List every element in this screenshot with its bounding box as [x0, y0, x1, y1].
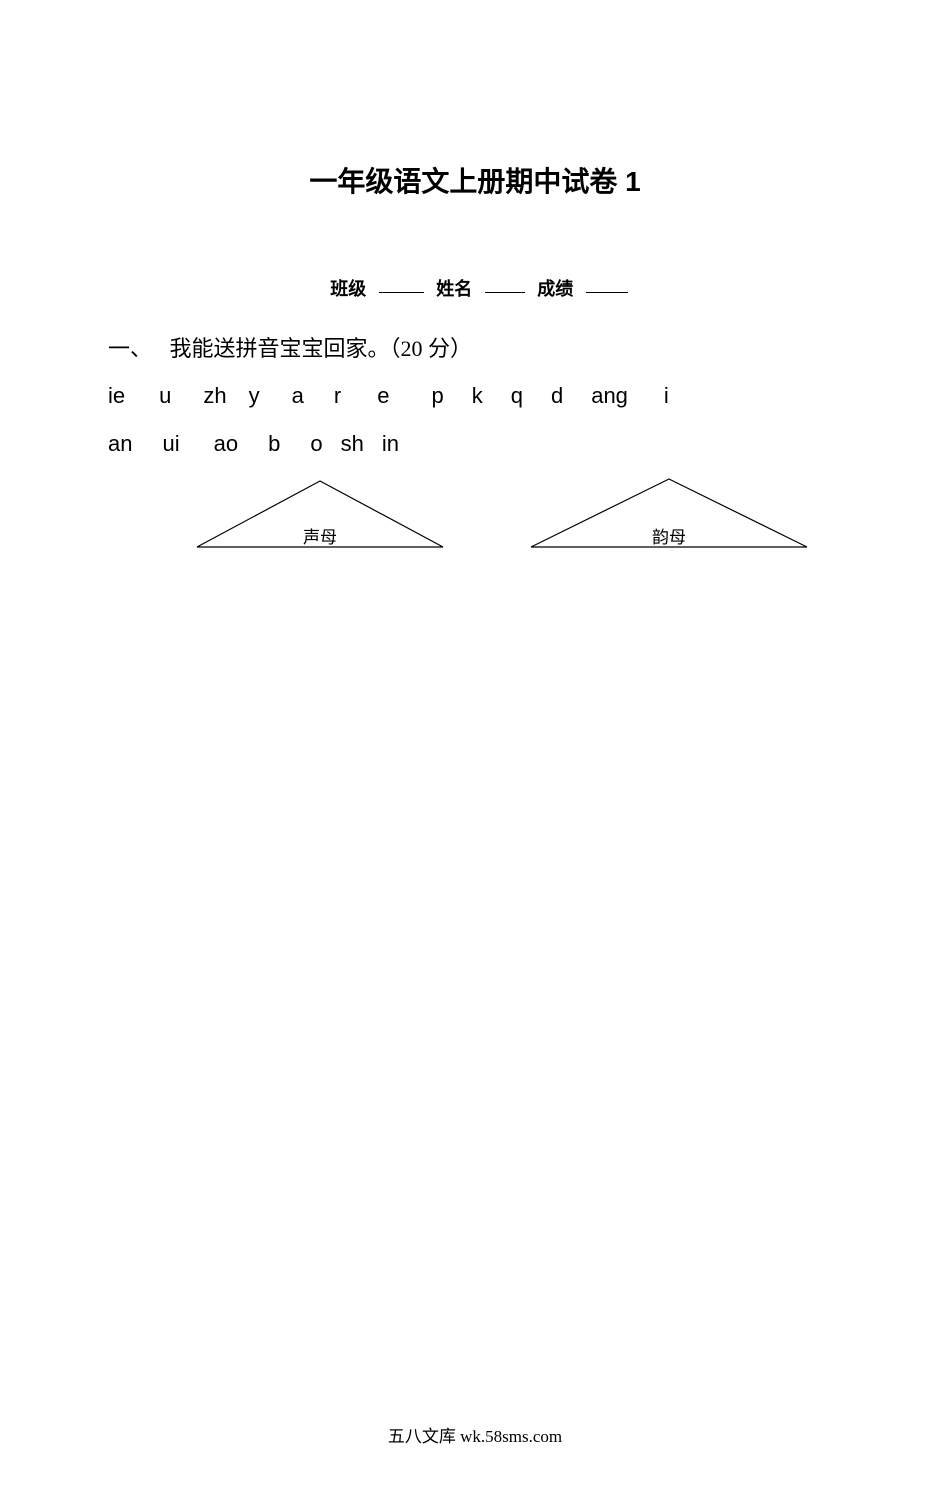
pinyin-item: q: [511, 383, 523, 409]
triangles-container: 声母 韵母: [195, 477, 950, 554]
pinyin-item: b: [268, 431, 280, 457]
class-blank: [379, 292, 424, 293]
pinyin-item: k: [472, 383, 483, 409]
pinyin-item: u: [159, 383, 171, 409]
pinyin-item: p: [431, 383, 443, 409]
name-label: 姓名: [436, 275, 472, 301]
section-number: 一、: [108, 336, 152, 361]
pinyin-item: ang: [591, 383, 628, 409]
pinyin-item: d: [551, 383, 563, 409]
pinyin-item: i: [664, 383, 669, 409]
student-info-line: 班级 姓名 成绩: [0, 275, 950, 301]
triangle-left-label: 声母: [195, 523, 445, 548]
page-footer: 五八文库 wk.58sms.com: [0, 1422, 950, 1447]
pinyin-item: o: [310, 431, 322, 457]
pinyin-item: zh: [203, 383, 226, 409]
section-1-heading: 一、 我能送拼音宝宝回家。（20 分）: [108, 331, 950, 363]
class-label: 班级: [330, 275, 366, 301]
pinyin-item: ao: [214, 431, 238, 457]
section-text: 我能送拼音宝宝回家。（20 分）: [170, 336, 473, 361]
pinyin-item: a: [292, 383, 304, 409]
score-label: 成绩: [537, 275, 573, 301]
pinyin-line-2: an ui ao b oshin: [108, 431, 950, 457]
name-blank: [485, 292, 525, 293]
triangle-right-wrapper: 韵母: [529, 477, 809, 554]
pinyin-item: sh: [341, 431, 364, 457]
pinyin-line-1: ie u zhy a r e p k q d ang i: [108, 383, 950, 409]
pinyin-item: an: [108, 431, 132, 457]
pinyin-item: in: [382, 431, 399, 457]
pinyin-item: e: [377, 383, 389, 409]
pinyin-item: ie: [108, 383, 125, 409]
triangle-left-wrapper: 声母: [195, 479, 445, 554]
triangle-right-label: 韵母: [529, 523, 809, 548]
pinyin-item: ui: [162, 431, 179, 457]
pinyin-item: y: [249, 383, 260, 409]
score-blank: [586, 292, 628, 293]
pinyin-item: r: [334, 383, 341, 409]
exam-title: 一年级语文上册期中试卷 1: [0, 160, 950, 200]
